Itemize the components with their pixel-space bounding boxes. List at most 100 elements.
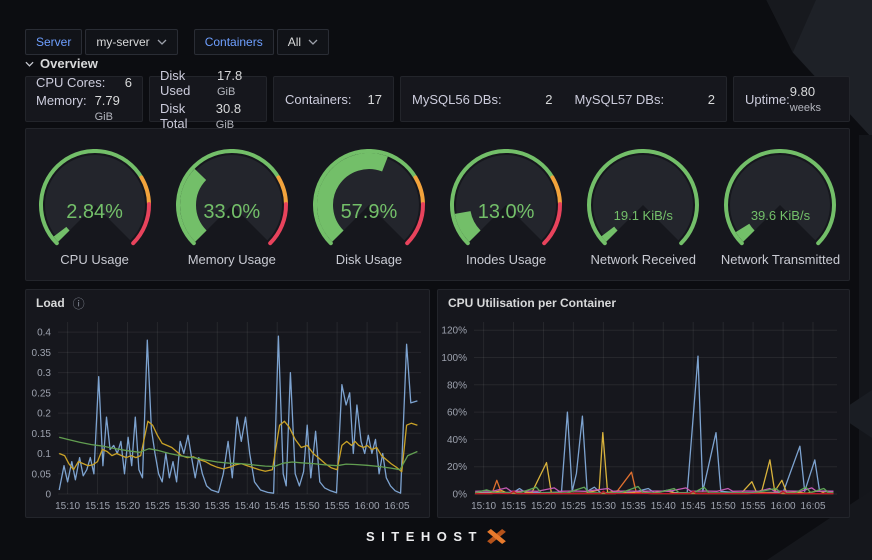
svg-text:0: 0	[45, 490, 51, 501]
footer-brand: SITEHOST	[0, 529, 872, 544]
cpu-per-container-panel-title[interactable]: CPU Utilisation per Container	[448, 296, 616, 310]
svg-text:16:05: 16:05	[384, 501, 409, 512]
charts-row: Load ⓘ 00.050.10.150.20.250.30.350.415:1…	[25, 289, 850, 518]
svg-text:120%: 120%	[441, 326, 467, 337]
svg-text:15:55: 15:55	[741, 501, 766, 512]
info-icon[interactable]: ⓘ	[73, 295, 85, 312]
svg-text:0.25: 0.25	[32, 388, 52, 399]
gauge-arc	[444, 149, 568, 249]
svg-text:15:25: 15:25	[561, 501, 586, 512]
svg-text:40%: 40%	[447, 435, 467, 446]
stats-row: CPU Cores: 6 Memory: 7.79 GiB Disk Used …	[25, 76, 850, 122]
gauge-cpu-usage: 2.84% CPU Usage	[26, 129, 163, 280]
overview-section-toggle[interactable]: Overview	[25, 56, 98, 71]
svg-text:16:00: 16:00	[355, 501, 380, 512]
svg-text:15:55: 15:55	[325, 501, 350, 512]
section-title: Overview	[40, 56, 98, 71]
stat-disk-total: Disk Total 30.8 GiB	[160, 101, 256, 131]
svg-text:15:20: 15:20	[531, 501, 556, 512]
svg-text:60%: 60%	[447, 408, 467, 419]
svg-text:80%: 80%	[447, 380, 467, 391]
gauge-value: 2.84%	[26, 201, 163, 224]
gauge-inodes-usage: 13.0% Inodes Usage	[438, 129, 575, 280]
dashboard-variables-toolbar: Server my-server Containers All	[25, 29, 329, 55]
load-chart-canvas[interactable]: 00.050.10.150.20.250.30.350.415:1015:151…	[26, 316, 429, 516]
sitehost-x-logo-icon	[487, 529, 506, 544]
containers-variable-value: All	[288, 35, 301, 49]
chevron-down-icon	[308, 39, 318, 45]
chevron-down-icon	[25, 61, 34, 67]
svg-text:15:50: 15:50	[295, 501, 320, 512]
svg-text:15:45: 15:45	[681, 501, 706, 512]
svg-text:16:05: 16:05	[800, 501, 825, 512]
chevron-down-icon	[157, 39, 167, 45]
server-variable-dropdown[interactable]: my-server	[85, 29, 177, 55]
containers-variable: Containers All	[194, 29, 329, 55]
svg-text:15:15: 15:15	[85, 501, 110, 512]
load-panel-title[interactable]: Load	[36, 296, 65, 310]
gauge-arc	[307, 149, 431, 249]
svg-text:0%: 0%	[453, 490, 468, 501]
gauge-value: 57.9%	[300, 201, 437, 224]
server-variable-label: Server	[25, 29, 82, 55]
gauge-arc	[33, 149, 157, 249]
svg-text:15:35: 15:35	[621, 501, 646, 512]
gauge-value: 19.1 KiB/s	[575, 208, 712, 223]
gauge-value: 33.0%	[163, 201, 300, 224]
svg-text:15:30: 15:30	[175, 501, 200, 512]
svg-text:15:40: 15:40	[651, 501, 676, 512]
cpu-chart-canvas[interactable]: 0% 20% 40% 60% 80% 100% 120% 15:10 15:15 15:20 15:…	[438, 316, 849, 516]
gauge-network-received: 19.1 KiB/s Network Received	[575, 129, 712, 280]
stat-panel-cpu-memory: CPU Cores: 6 Memory: 7.79 GiB	[25, 76, 143, 122]
server-variable-value: my-server	[96, 35, 149, 49]
gauge-network-transmitted: 39.6 KiB/s Network Transmitted	[712, 129, 849, 280]
svg-text:15:15: 15:15	[501, 501, 526, 512]
svg-text:15:25: 15:25	[145, 501, 170, 512]
server-variable: Server my-server	[25, 29, 178, 55]
stat-panel-mysql: MySQL56 DBs: 2 MySQL57 DBs: 2	[400, 76, 727, 122]
gauge-disk-usage: 57.9% Disk Usage	[300, 129, 437, 280]
brand-wordmark: SITEHOST	[366, 529, 483, 544]
containers-variable-dropdown[interactable]: All	[277, 29, 329, 55]
gauge-memory-usage: 33.0% Memory Usage	[163, 129, 300, 280]
stat-memory: Memory: 7.79 GiB	[36, 93, 132, 123]
svg-text:0.35: 0.35	[32, 348, 52, 359]
svg-text:15:50: 15:50	[711, 501, 736, 512]
stat-panel-containers: Containers: 17	[273, 76, 394, 122]
gauge-label: Network Received	[591, 252, 697, 267]
svg-text:100%: 100%	[441, 353, 467, 364]
gauge-arc	[718, 149, 842, 249]
gauge-label: CPU Usage	[60, 252, 129, 267]
svg-text:15:45: 15:45	[265, 501, 290, 512]
svg-text:0.05: 0.05	[32, 469, 52, 480]
containers-variable-label: Containers	[194, 29, 274, 55]
stat-disk-used: Disk Used 17.8 GiB	[160, 68, 256, 98]
gauge-arc	[170, 149, 294, 249]
stat-cpu-cores: CPU Cores: 6	[36, 75, 132, 90]
gauges-panel: 2.84% CPU Usage 33.0% Memory Usage 57.9%…	[25, 128, 850, 281]
cpu-per-container-panel: CPU Utilisation per Container 0% 20% 40% 60…	[437, 289, 850, 518]
gauge-label: Memory Usage	[188, 252, 276, 267]
svg-text:0.1: 0.1	[37, 449, 51, 460]
background-watermark-shape	[859, 135, 872, 535]
svg-text:0.4: 0.4	[37, 328, 51, 339]
svg-text:15:10: 15:10	[471, 501, 496, 512]
svg-text:0.2: 0.2	[37, 409, 51, 420]
svg-text:15:40: 15:40	[235, 501, 260, 512]
stat-panel-disk: Disk Used 17.8 GiB Disk Total 30.8 GiB	[149, 76, 267, 122]
svg-text:15:20: 15:20	[115, 501, 140, 512]
load-panel: Load ⓘ 00.050.10.150.20.250.30.350.415:1…	[25, 289, 430, 518]
gauge-arc	[581, 149, 705, 249]
svg-text:15:10: 15:10	[55, 501, 80, 512]
svg-text:16:00: 16:00	[771, 501, 796, 512]
svg-text:15:30: 15:30	[591, 501, 616, 512]
gauge-value: 13.0%	[438, 201, 575, 224]
svg-text:15:35: 15:35	[205, 501, 230, 512]
svg-text:20%: 20%	[447, 462, 467, 473]
gauge-label: Disk Usage	[336, 252, 402, 267]
gauge-value: 39.6 KiB/s	[712, 208, 849, 223]
stat-mysql56: MySQL56 DBs: 2	[412, 92, 553, 107]
stat-panel-uptime: Uptime: 9.80 weeks	[733, 76, 850, 122]
gauge-label: Inodes Usage	[466, 252, 546, 267]
gauge-label: Network Transmitted	[721, 252, 840, 267]
